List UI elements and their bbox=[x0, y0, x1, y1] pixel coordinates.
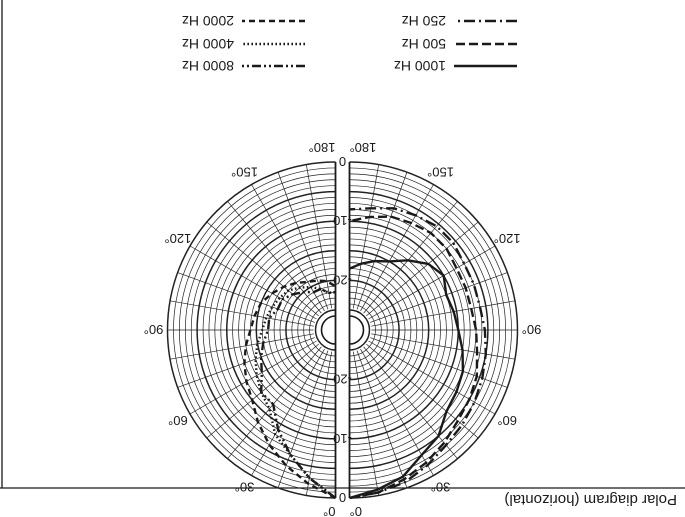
legend-label-1000-hz: 1000 Hz bbox=[394, 58, 446, 74]
grid-spoke bbox=[366, 343, 479, 439]
panel-right: 0°30°60°90°120°150°180°0-10-200-10-20 bbox=[144, 140, 352, 517]
grid-spoke bbox=[371, 300, 516, 327]
series-4000-hz bbox=[254, 285, 337, 499]
grid-spoke bbox=[366, 221, 479, 317]
legend-label-2000-hz: 2000 Hz bbox=[182, 13, 234, 29]
grid-spoke bbox=[370, 272, 508, 323]
radial-label: -10 bbox=[333, 431, 352, 446]
diagram-frame bbox=[0, 0, 685, 489]
angle-label: 180° bbox=[350, 140, 377, 155]
grid-spoke bbox=[368, 245, 496, 320]
grid-spoke bbox=[363, 346, 458, 459]
panel-left: 0° 30° 60° 90° 120° 150° 180° bbox=[348, 140, 542, 517]
grid-spoke bbox=[177, 337, 315, 388]
grid-spoke bbox=[227, 346, 322, 459]
angle-label: 120° bbox=[494, 231, 521, 246]
legend: 1000 Hz 500 Hz 250 Hz 8000 Hz 4000 Hz 2000 Hz bbox=[182, 13, 517, 74]
radial-label: 0 bbox=[339, 154, 346, 169]
series-1000-hz bbox=[349, 259, 465, 500]
radial-label: -10 bbox=[333, 213, 352, 228]
angle-label: 150° bbox=[231, 164, 258, 179]
legend-label-500-hz: 500 Hz bbox=[402, 36, 446, 52]
grid-spoke bbox=[169, 333, 314, 360]
grid-spoke bbox=[189, 245, 317, 320]
grid-spoke bbox=[277, 350, 329, 488]
grid-spoke bbox=[305, 351, 333, 496]
series-250-hz bbox=[349, 207, 487, 500]
angle-label: 60° bbox=[497, 413, 517, 428]
grid-spoke bbox=[189, 340, 317, 415]
grid-spoke bbox=[352, 164, 380, 309]
grid-spoke bbox=[356, 350, 408, 488]
angle-label: 180° bbox=[309, 140, 336, 155]
radial-label: 0 bbox=[339, 490, 346, 505]
legend-label-4000-hz: 4000 Hz bbox=[182, 36, 234, 52]
angle-label: 30° bbox=[431, 480, 451, 495]
grid-spoke bbox=[177, 272, 315, 323]
angle-label: 150° bbox=[427, 164, 454, 179]
legend-label-8000-hz: 8000 Hz bbox=[182, 58, 234, 74]
grid-spoke bbox=[368, 340, 496, 415]
grid-spoke bbox=[360, 184, 434, 312]
grid-ring bbox=[349, 309, 371, 351]
grid-spoke bbox=[305, 164, 333, 309]
angle-label: 0° bbox=[350, 504, 362, 517]
grid-ring bbox=[314, 309, 336, 351]
angle-label: 90° bbox=[522, 322, 542, 337]
angle-label: 120° bbox=[164, 231, 191, 246]
angle-label: 30° bbox=[235, 480, 255, 495]
legend-label-250-hz: 250 Hz bbox=[402, 13, 446, 29]
figure-title: Polar diagram (horizontal) bbox=[504, 491, 677, 508]
grid-spoke bbox=[356, 172, 408, 310]
angle-label: 90° bbox=[144, 322, 164, 337]
series-8000-hz bbox=[259, 287, 337, 499]
radial-label: -20 bbox=[333, 272, 352, 287]
grid-spoke bbox=[371, 333, 516, 360]
grid-spoke bbox=[370, 337, 508, 388]
polar-panels: 0° 30° 60° 90° 120° 150° 180° 0° 30° 60° 90° 120° 15… bbox=[144, 140, 542, 517]
angle-label: 60° bbox=[168, 413, 188, 428]
series-500-hz bbox=[349, 215, 479, 500]
radial-label: -20 bbox=[333, 372, 352, 387]
grid-spoke bbox=[206, 221, 319, 317]
hub-arc bbox=[320, 315, 336, 345]
grid-spoke bbox=[251, 348, 325, 476]
grid-spoke bbox=[251, 184, 325, 312]
grid-spoke bbox=[227, 201, 322, 314]
hub-arc bbox=[349, 315, 365, 345]
grid-spoke bbox=[363, 201, 458, 314]
grid-spoke bbox=[277, 172, 329, 310]
grid-spoke bbox=[169, 300, 314, 327]
grid-spoke bbox=[352, 351, 380, 496]
grid-spoke bbox=[206, 343, 319, 439]
angle-label: 0° bbox=[323, 504, 335, 517]
